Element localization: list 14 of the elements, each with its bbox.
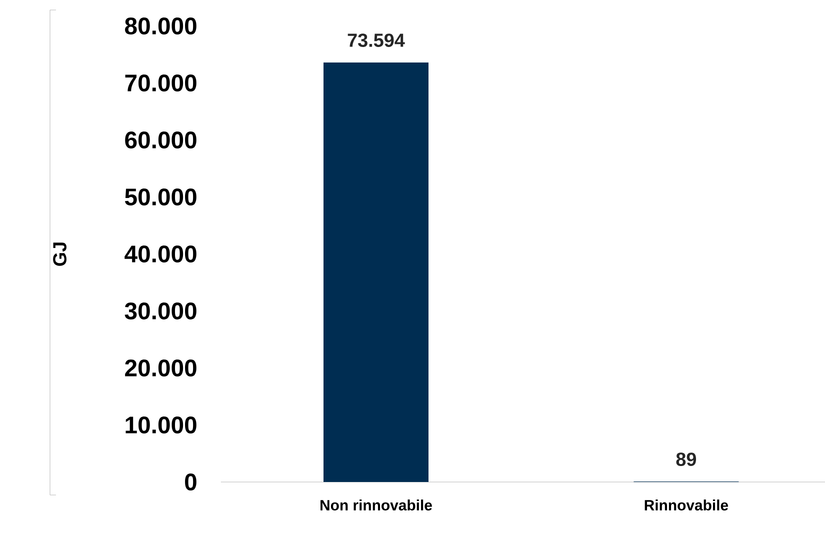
y-tick-label: 10.000: [126, 416, 196, 434]
y-tick-label: 30.000: [124, 302, 196, 320]
y-tick-label: 60.000: [125, 132, 196, 148]
data-label: 89: [676, 452, 696, 466]
y-tick-label: 70.000: [125, 74, 196, 92]
y-tick-label: 40.000: [124, 246, 196, 262]
y-tick-label: 50.000: [124, 188, 196, 206]
y-tick-label: 80.000: [125, 18, 196, 34]
x-tick-label: Non rinnovabile: [320, 500, 432, 510]
y-axis-title: GJ: [53, 242, 66, 266]
data-label: 73.594: [348, 34, 405, 47]
x-tick-label: Rinnovabile: [644, 500, 728, 510]
y-tick-label: 0: [185, 474, 196, 490]
y-tick-label: 20.000: [125, 360, 196, 376]
